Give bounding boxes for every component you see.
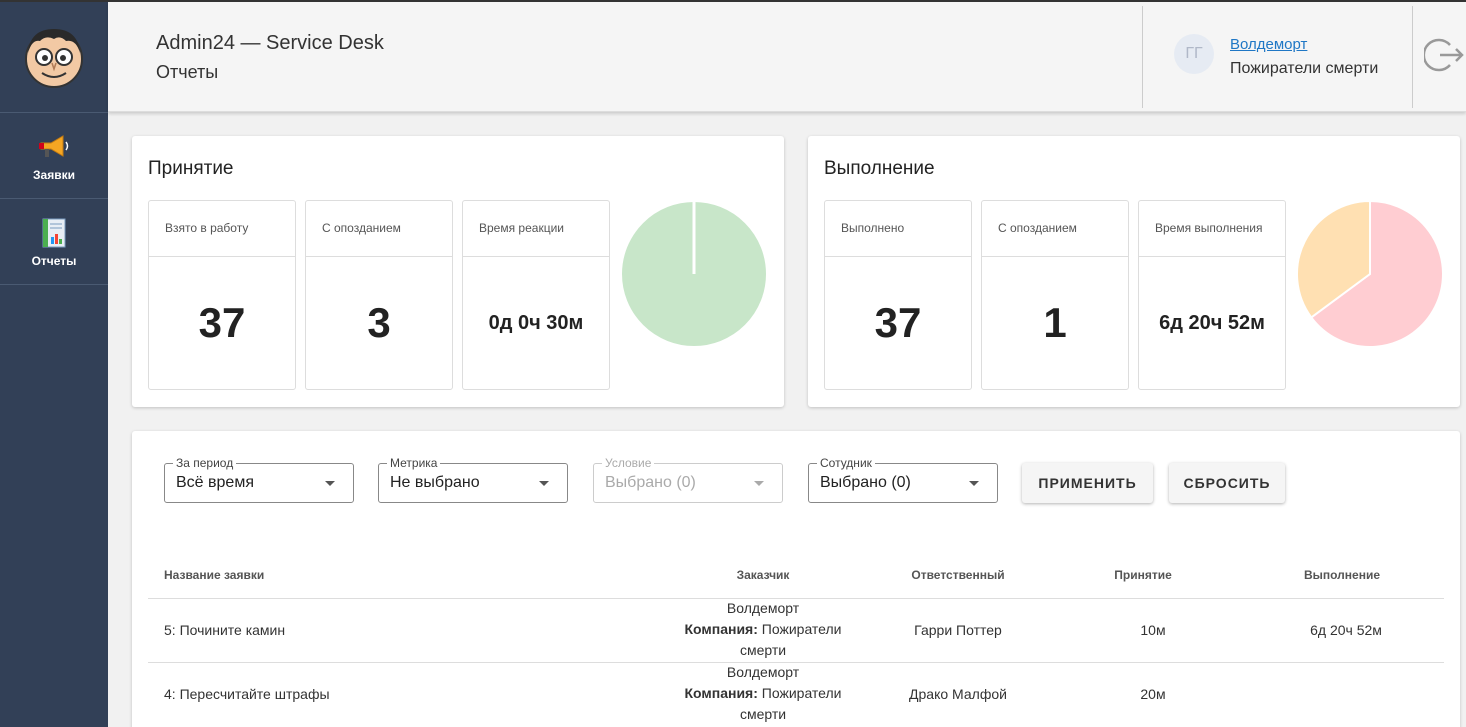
period-label: За период (173, 456, 237, 470)
customer-name: Волдеморт (726, 600, 800, 616)
customer-name: Волдеморт (726, 664, 800, 680)
stat-label: Время выполнения (1139, 201, 1285, 257)
stat-label: Выполнено (825, 201, 971, 257)
col-header-customer[interactable]: Заказчик (736, 568, 790, 582)
chevron-down-icon (754, 481, 764, 486)
chevron-down-icon (539, 481, 549, 486)
acceptance-card: Принятие Взято в работу 37 С опозданием … (132, 136, 784, 407)
page-title: Отчеты (156, 62, 219, 82)
stat-late: С опозданием 1 (981, 200, 1129, 390)
condition-select: Условие Выбрано (0) (593, 456, 783, 503)
stat-value: 6д 20ч 52м (1159, 311, 1265, 334)
logout-icon[interactable] (1424, 37, 1464, 73)
company-label: Компания: (684, 621, 758, 637)
top-header: Admin24 — Service Desk Отчеты ГГ Волдемо… (108, 2, 1466, 112)
stat-value: 0д 0ч 30м (488, 311, 584, 334)
employee-label: Сотудник (817, 456, 875, 470)
app-logo[interactable] (0, 0, 108, 113)
top-border (0, 0, 1466, 2)
stat-value: 1 (1043, 299, 1067, 346)
pie-slice (1309, 200, 1444, 348)
header-divider (1142, 6, 1143, 108)
metric-value: Не выбрано (390, 474, 480, 491)
company-name-cont: смерти (739, 642, 787, 658)
sidebar-item-label: Заявки (33, 167, 75, 182)
avatar-face-icon (25, 29, 83, 88)
metric-select[interactable]: Метрика Не выбрано (378, 456, 568, 503)
stat-reaction-time: Время реакции 0д 0ч 30м (462, 200, 610, 390)
card-title: Выполнение (824, 158, 935, 179)
stat-value: 37 (874, 299, 922, 346)
stat-late: С опозданием 3 (305, 200, 453, 390)
responsible-cell: Драко Малфой (909, 686, 1007, 702)
stat-value: 37 (198, 299, 246, 346)
stat-label: Взято в работу (149, 201, 295, 257)
condition-value: Выбрано (0) (605, 474, 696, 491)
employee-select[interactable]: Сотудник Выбрано (0) (808, 456, 998, 503)
table-divider (148, 598, 1444, 599)
report-icon (37, 216, 71, 250)
stat-taken: Взято в работу 37 (148, 200, 296, 390)
card-title: Принятие (148, 158, 234, 179)
responsible-cell: Гарри Поттер (914, 622, 1002, 638)
completion-card: Выполнение Выполнено 37 С опозданием 1 В… (808, 136, 1460, 407)
user-name-link[interactable]: Волдеморт (1230, 36, 1308, 53)
request-name[interactable]: 4: Пересчитайте штрафы (164, 686, 330, 702)
company-name: Пожиратели (761, 685, 842, 701)
customer-cell: Волдеморт Компания: Пожиратели смерти (673, 662, 853, 725)
sidebar: Заявки Отчеты (0, 0, 108, 727)
user-organization: Пожиратели смерти (1230, 60, 1379, 77)
col-header-responsible[interactable]: Ответственный (911, 568, 1005, 582)
stat-completion-time: Время выполнения 6д 20ч 52м (1138, 200, 1286, 390)
chevron-down-icon (969, 481, 979, 486)
employee-value: Выбрано (0) (820, 474, 911, 491)
completion-pie-chart (1296, 200, 1444, 348)
col-header-done[interactable]: Выполнение (1303, 568, 1381, 582)
sidebar-item-reports[interactable]: Отчеты (0, 199, 108, 285)
apply-button[interactable]: ПРИМЕНИТЬ (1022, 463, 1153, 503)
condition-label: Условие (602, 456, 655, 470)
col-header-name[interactable]: Название заявки (164, 568, 265, 582)
stat-done: Выполнено 37 (824, 200, 972, 390)
request-name[interactable]: 5: Почините камин (164, 622, 286, 638)
stat-label: С опозданием (982, 201, 1128, 257)
company-name: Пожиратели (761, 621, 842, 637)
header-divider (1412, 6, 1413, 108)
stat-label: С опозданием (306, 201, 452, 257)
accept-time-cell: 20м (1140, 686, 1166, 702)
period-value: Всё время (176, 474, 254, 491)
company-label: Компания: (684, 685, 758, 701)
company-name-cont: смерти (739, 706, 787, 722)
table-divider (148, 662, 1444, 663)
sidebar-item-label: Отчеты (31, 253, 77, 268)
report-table-card: За период Всё время Метрика Не выбрано У… (132, 431, 1460, 727)
done-time-cell: 6д 20ч 52м (1310, 622, 1382, 638)
metric-label: Метрика (387, 456, 441, 470)
megaphone-icon (37, 130, 71, 164)
stat-value: 3 (367, 299, 391, 346)
sidebar-item-requests[interactable]: Заявки (0, 113, 108, 199)
accept-time-cell: 10м (1140, 622, 1166, 638)
customer-cell: Волдеморт Компания: Пожиратели смерти (673, 598, 853, 661)
stat-label: Время реакции (463, 201, 609, 257)
acceptance-pie-chart (620, 200, 768, 348)
reset-button[interactable]: СБРОСИТЬ (1169, 463, 1285, 503)
app-title: Admin24 — Service Desk (156, 32, 384, 54)
user-avatar[interactable]: ГГ (1174, 34, 1214, 74)
pie-slice (1296, 200, 1371, 319)
chevron-down-icon (325, 481, 335, 486)
col-header-accept[interactable]: Принятие (1114, 568, 1172, 582)
period-select[interactable]: За период Всё время (164, 456, 354, 503)
